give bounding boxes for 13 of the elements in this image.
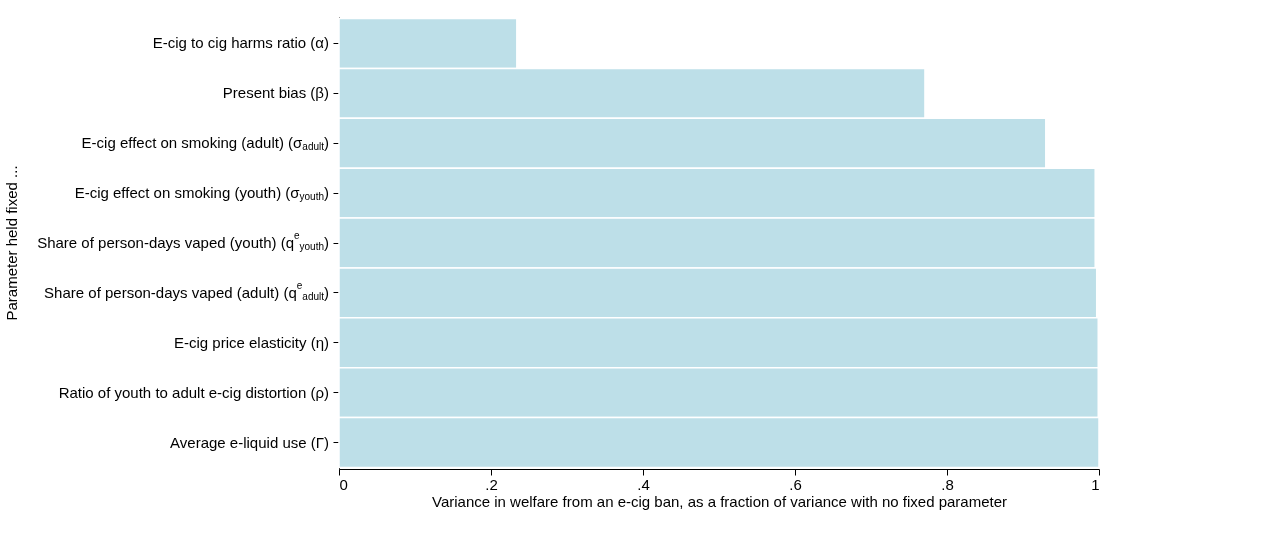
- x-tick-label: 1: [1091, 475, 1100, 493]
- x-tick-label: .2: [485, 475, 498, 493]
- y-tick-label: E-cig price elasticity (η): [173, 333, 329, 351]
- x-tick-label: .4: [637, 475, 650, 493]
- x-tick-label: .8: [941, 475, 954, 493]
- y-tick-label: Present bias (β): [222, 84, 329, 102]
- x-tick-label: 0: [339, 475, 348, 493]
- x-axis-title: Variance in welfare from an e-cig ban, as a fraction of variance with no fixed parameter: [431, 492, 1008, 510]
- y-axis-title: Parameter held fixed ...: [3, 165, 21, 321]
- y-tick-label: Ratio of youth to adult e-cig distortion (ρ): [58, 383, 329, 401]
- y-tick-label: Average e-liquid use (Γ): [170, 433, 329, 451]
- x-tick-label: .6: [789, 475, 802, 493]
- y-tick-label: E-cig to cig harms ratio (α): [152, 34, 329, 52]
